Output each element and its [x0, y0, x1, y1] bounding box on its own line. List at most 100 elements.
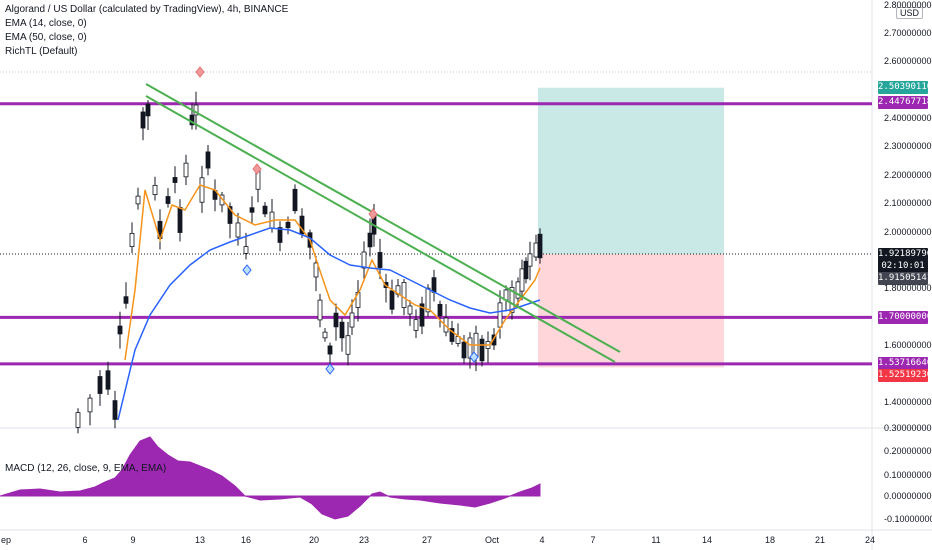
candle-body — [509, 287, 515, 313]
time-axis-label: 16 — [240, 535, 252, 545]
candle-body — [537, 233, 543, 259]
candle-body — [519, 268, 525, 292]
candle-body — [112, 400, 118, 420]
price-tag: 2.50390110 — [878, 81, 932, 94]
candle-body — [249, 207, 255, 213]
price-tag: 02:10:01 — [878, 260, 928, 273]
candle-body — [140, 111, 146, 129]
candle-body — [135, 195, 141, 205]
price-axis-label: 1.80000000 — [884, 283, 932, 293]
candle-body — [349, 312, 355, 328]
price-axis-label: 2.00000000 — [884, 227, 932, 237]
candle-body — [461, 341, 467, 359]
candle-body — [105, 370, 111, 390]
candle-body — [129, 232, 135, 248]
candle-body — [183, 162, 189, 178]
candle-body — [497, 302, 503, 328]
time-axis-label: 9 — [130, 535, 136, 545]
time-axis-label: 13 — [194, 535, 206, 545]
chart-title: Algorand / US Dollar (calculated by Trad… — [5, 4, 289, 15]
price-tag: 1.52519230 — [878, 369, 932, 382]
candle-body — [235, 222, 241, 238]
indicator-richtl[interactable]: RichTL (Default) — [5, 46, 78, 57]
indicator-ema14[interactable]: EMA (14, close, 0) — [5, 18, 87, 29]
macd-axis-label: 0.20000000 — [884, 446, 932, 456]
time-axis-label: 27 — [421, 535, 433, 545]
candle-body — [165, 196, 171, 204]
trendline-lower — [145, 95, 616, 363]
indicator-ema50[interactable]: EMA (50, close, 0) — [5, 32, 87, 43]
time-axis-label: 11 — [651, 535, 661, 545]
price-tag: 2.44767718 — [878, 96, 932, 109]
macd-area — [0, 436, 541, 520]
candle-body — [479, 338, 485, 362]
pivot-high-marker — [195, 66, 205, 78]
candle-body — [523, 260, 529, 280]
time-axis-label: 20 — [308, 535, 320, 545]
price-tag: 1.53716640 — [878, 357, 932, 370]
pivot-low-marker — [325, 363, 335, 375]
macd-axis-label: 0.00000000 — [884, 491, 932, 501]
time-axis-label: 4 — [539, 535, 545, 545]
time-axis-label: 14 — [701, 535, 713, 545]
candle-body — [533, 242, 539, 258]
time-axis-label: 7 — [590, 535, 596, 545]
price-tag: 1.92189790 — [878, 248, 932, 261]
price-axis-label: 1.60000000 — [884, 340, 932, 350]
candle-body — [145, 103, 151, 117]
currency-button[interactable]: USD — [896, 7, 924, 19]
ema50-line — [117, 227, 541, 421]
candle-body — [177, 207, 183, 233]
price-axis-label: 2.70000000 — [884, 28, 932, 38]
price-tag: 1.70000000 — [878, 311, 932, 324]
candle-body — [467, 337, 473, 359]
candle-body — [75, 412, 81, 428]
stop-loss-zone — [538, 254, 724, 368]
macd-axis-label: 0.10000000 — [884, 470, 932, 480]
candle-body — [172, 177, 178, 183]
time-axis-label: 21 — [814, 535, 826, 545]
price-tag: 1.91505141 — [878, 272, 932, 285]
candle-body — [361, 251, 367, 269]
candle-body — [407, 305, 413, 315]
candle-body — [285, 221, 291, 229]
price-axis-label: 0.30000000 — [884, 423, 932, 433]
price-axis-label: 2.20000000 — [884, 170, 932, 180]
candle-body — [243, 246, 249, 254]
candle-body — [152, 184, 158, 196]
price-axis-label: 1.40000000 — [884, 397, 932, 407]
price-axis-label: 2.40000000 — [884, 113, 932, 123]
candle-body — [419, 303, 425, 327]
candle-body — [199, 177, 205, 203]
candle-body — [431, 277, 437, 293]
take-profit-zone — [538, 87, 724, 255]
candle-body — [277, 227, 283, 243]
candle-body — [345, 335, 351, 355]
price-axis-label: 2.30000000 — [884, 141, 932, 151]
time-axis-label: 6 — [82, 535, 88, 545]
candle-body — [292, 188, 298, 212]
candle-body — [401, 282, 407, 308]
macd-axis-label: -0.10000000000 — [884, 514, 932, 524]
candle-body — [219, 194, 225, 206]
pivot-low-marker — [242, 264, 252, 276]
candle-body — [367, 232, 373, 248]
time-axis-label: 23 — [358, 535, 370, 545]
macd-legend[interactable]: MACD (12, 26, close, 9, EMA, EMA) — [5, 463, 167, 474]
candle-body — [377, 252, 383, 268]
candle-body — [413, 319, 419, 331]
candle-body — [262, 205, 268, 215]
candle-body — [97, 376, 103, 394]
candle-body — [327, 345, 333, 355]
candle-body — [313, 262, 319, 278]
pivot-high-marker — [252, 163, 262, 175]
time-axis-label: 18 — [764, 535, 776, 545]
pivot-high-marker — [368, 208, 378, 220]
candle-body — [339, 321, 345, 339]
ema14-line — [124, 184, 541, 361]
time-axis-label: ep — [0, 535, 12, 545]
time-axis-label: 24 — [864, 535, 876, 545]
candle-body — [117, 325, 123, 335]
candle-body — [322, 331, 328, 339]
